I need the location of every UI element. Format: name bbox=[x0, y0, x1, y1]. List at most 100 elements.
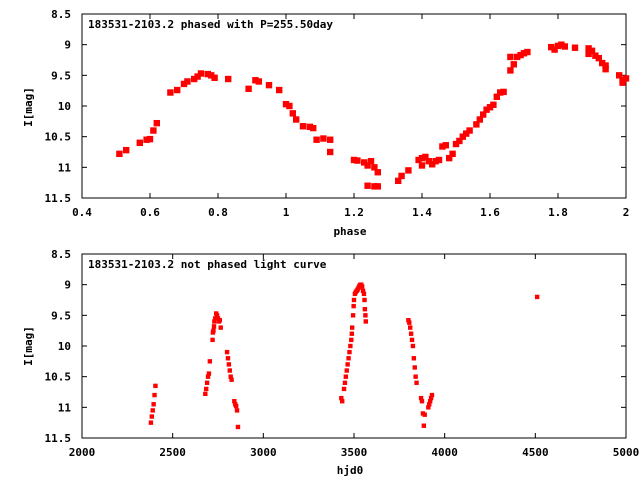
unphased-data-point bbox=[429, 392, 435, 398]
phased-x-axis-label: phase bbox=[333, 225, 366, 238]
unphased-data-point bbox=[344, 368, 349, 373]
unphased-data-point bbox=[427, 402, 432, 407]
unphased-data-point bbox=[207, 359, 213, 364]
unphased-data-point bbox=[348, 343, 353, 349]
phased-data-point bbox=[255, 78, 262, 85]
phased-data-point bbox=[592, 52, 599, 59]
unphased-data-point bbox=[340, 399, 345, 404]
unphased-data-point bbox=[228, 374, 233, 379]
phased-data-point bbox=[174, 86, 181, 94]
phased-data-point bbox=[310, 124, 317, 132]
phased-axis-ticks: 0.4 0.6 0.8 1 1.2 1.4 1.6 1.8 2 8.5 9 9.5 10 10.5 11 11… bbox=[45, 8, 630, 219]
unphased-data-point bbox=[427, 399, 433, 404]
unphased-data-point bbox=[349, 331, 355, 336]
unphased-data-point bbox=[346, 356, 351, 361]
unphased-x-tick-label: 2500 bbox=[159, 446, 186, 459]
phased-y-tick-label: 8.5 bbox=[51, 8, 71, 21]
phased-data-point bbox=[514, 53, 521, 61]
phased-data-point bbox=[306, 123, 313, 131]
unphased-data-point bbox=[362, 307, 368, 312]
unphased-x-tick-label: 3500 bbox=[341, 446, 368, 459]
unphased-data-point bbox=[411, 356, 417, 361]
unphased-data-point bbox=[204, 386, 209, 392]
unphased-y-tick-label: 9 bbox=[64, 279, 71, 292]
phased-data-point bbox=[422, 153, 429, 161]
phased-data-point bbox=[282, 100, 290, 108]
unphased-data-point bbox=[345, 362, 350, 367]
phased-data-point bbox=[146, 135, 154, 143]
phased-data-point bbox=[286, 102, 293, 110]
unphased-data-point bbox=[362, 297, 367, 303]
unphased-data-point bbox=[422, 412, 427, 417]
unphased-chart-title: 183531-2103.2 not phased light curve bbox=[88, 258, 327, 271]
unphased-data-point bbox=[360, 288, 366, 293]
unphased-y-tick-label: 11 bbox=[58, 401, 72, 414]
unphased-x-tick-label: 4500 bbox=[522, 446, 549, 459]
phased-data-point bbox=[123, 146, 130, 154]
phased-data-point bbox=[354, 157, 361, 164]
phased-x-tick-label: 1.6 bbox=[480, 206, 500, 219]
unphased-data-point bbox=[351, 297, 357, 303]
phased-data-point bbox=[493, 93, 500, 100]
phased-data-point bbox=[466, 127, 473, 134]
phased-data-point bbox=[143, 136, 150, 143]
phased-data-point bbox=[520, 50, 528, 57]
phased-data-point bbox=[619, 79, 626, 86]
phased-data-point bbox=[276, 86, 283, 94]
phased-x-tick-label: 1 bbox=[283, 206, 290, 219]
unphased-data-point bbox=[407, 320, 412, 325]
unphased-y-tick-label: 9.5 bbox=[51, 309, 71, 322]
phased-data-point bbox=[371, 164, 378, 171]
phased-data-point bbox=[197, 70, 205, 77]
unphased-data-point bbox=[224, 349, 230, 355]
phased-data-point bbox=[194, 73, 201, 80]
phased-chart-title: 183531-2103.2 phased with P=255.50day bbox=[88, 18, 333, 31]
phased-data-point bbox=[398, 172, 405, 180]
phased-data-point bbox=[429, 161, 436, 168]
unphased-data-point bbox=[148, 420, 154, 425]
phased-data-point bbox=[476, 116, 483, 123]
unphased-y-axis-label: I[mag] bbox=[22, 326, 35, 366]
unphased-x-tick-label: 3000 bbox=[250, 446, 277, 459]
unphased-x-tick-label: 2000 bbox=[69, 446, 96, 459]
unphased-data-point bbox=[150, 408, 155, 413]
phased-y-axis-label: I[mag] bbox=[22, 87, 35, 127]
unphased-data-point bbox=[217, 318, 223, 323]
phased-data-point bbox=[554, 42, 562, 50]
phased-data-point bbox=[327, 148, 334, 156]
unphased-data-point bbox=[214, 313, 220, 318]
unphased-data-point bbox=[419, 399, 425, 404]
phased-data-point bbox=[490, 101, 497, 108]
phased-data-point bbox=[585, 45, 592, 52]
phased-data-point bbox=[425, 158, 432, 165]
unphased-y-tick-label: 10.5 bbox=[45, 371, 72, 384]
unphased-data-point bbox=[235, 424, 241, 430]
phased-data-point bbox=[449, 150, 456, 158]
phased-data-point bbox=[463, 130, 470, 137]
phased-data-point bbox=[405, 167, 412, 174]
phased-data-point bbox=[473, 121, 480, 128]
unphased-data-point bbox=[342, 380, 348, 385]
phased-data-point bbox=[602, 66, 609, 73]
phased-data-point bbox=[320, 135, 327, 142]
phased-data-point bbox=[507, 67, 514, 74]
phased-data-point bbox=[588, 47, 596, 54]
phased-y-tick-label: 10.5 bbox=[45, 131, 72, 144]
phased-data-point bbox=[585, 50, 592, 58]
unphased-data-point bbox=[218, 325, 223, 330]
unphased-data-point bbox=[409, 337, 415, 343]
unphased-data-point bbox=[234, 408, 240, 413]
phased-data-point bbox=[418, 162, 426, 169]
phased-data-point bbox=[510, 61, 517, 68]
phased-data-point bbox=[561, 43, 568, 50]
phased-data-point bbox=[435, 156, 443, 164]
phased-data-point bbox=[595, 54, 602, 62]
phased-data-points bbox=[116, 41, 630, 190]
phased-y-tick-label: 9.5 bbox=[51, 69, 71, 82]
phased-data-point bbox=[299, 123, 307, 130]
phased-data-point bbox=[442, 142, 449, 149]
unphased-data-point bbox=[211, 328, 216, 333]
unphased-data-point bbox=[153, 383, 158, 389]
unphased-data-point bbox=[339, 395, 344, 401]
